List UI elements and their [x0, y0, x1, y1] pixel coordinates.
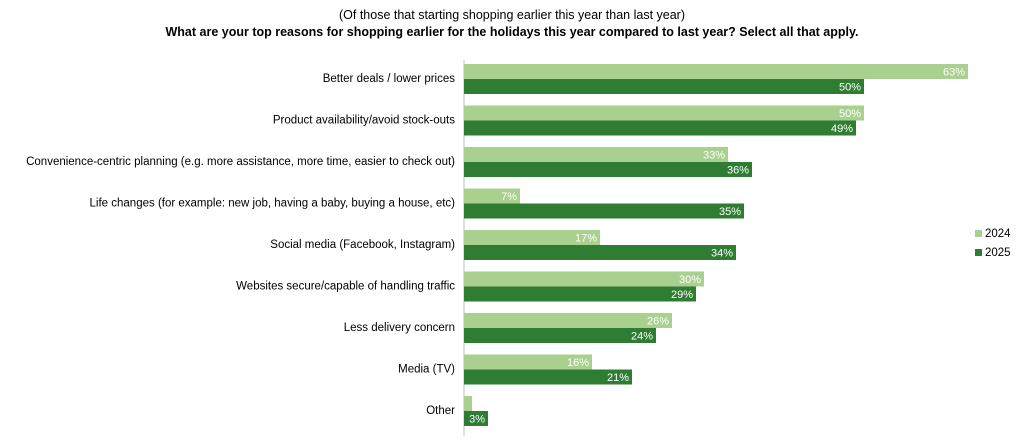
bar-2024 — [464, 147, 728, 162]
category-label: Social media (Facebook, Instagram) — [270, 239, 455, 251]
bar-2024 — [464, 271, 704, 287]
bar-2025 — [464, 328, 656, 343]
legend-item-2025: 2025 — [975, 243, 1011, 262]
bar-2024 — [464, 354, 592, 370]
legend-item-2024: 2024 — [975, 224, 1011, 243]
data-label-2025: 34% — [711, 248, 733, 260]
bar-2024 — [464, 188, 520, 204]
legend-swatch-2024 — [975, 230, 982, 237]
chart-legend: 2024 2025 — [975, 224, 1011, 262]
data-label-2024: 30% — [679, 274, 701, 286]
data-label-2024: 26% — [647, 316, 669, 328]
legend-label-2024: 2024 — [985, 227, 1011, 240]
bar-2024 — [464, 64, 968, 79]
data-label-2024: 17% — [575, 233, 597, 245]
bar-2025 — [464, 79, 864, 94]
category-label: Better deals / lower prices — [323, 73, 456, 85]
category-label: Other — [426, 405, 455, 417]
legend-swatch-2025 — [975, 249, 982, 256]
data-label-2025: 35% — [719, 206, 741, 218]
category-label: Product availability/avoid stock-outs — [273, 115, 455, 127]
bar-2025 — [464, 411, 488, 426]
category-label: Media (TV) — [398, 364, 455, 376]
legend-label-2025: 2025 — [985, 246, 1011, 259]
data-label-2024: 63% — [943, 67, 965, 79]
category-label: Life changes (for example: new job, havi… — [90, 198, 456, 210]
bar-2024 — [464, 396, 472, 411]
data-label-2024: 33% — [703, 150, 725, 162]
bar-2025 — [464, 369, 632, 385]
data-label-2025: 21% — [607, 372, 629, 384]
bar-2024 — [464, 230, 600, 245]
bar-2025 — [464, 245, 736, 260]
data-label-2025: 50% — [839, 82, 861, 94]
data-label-2025: 24% — [631, 331, 653, 343]
category-label: Websites secure/capable of handling traf… — [236, 281, 455, 293]
data-label-2024: 16% — [567, 357, 589, 369]
data-label-2025: 49% — [831, 123, 853, 135]
chart-title: What are your top reasons for shopping e… — [165, 25, 859, 39]
bar-2025 — [464, 203, 744, 219]
bar-2025 — [464, 162, 752, 177]
bar-2025 — [464, 120, 856, 136]
data-label-2024: 50% — [839, 108, 861, 120]
chart-subtitle: (Of those that starting shopping earlier… — [338, 8, 685, 22]
bar-2024 — [464, 105, 864, 121]
bar-2024 — [464, 313, 672, 328]
data-label-2025: 36% — [727, 165, 749, 177]
data-label-2025: 29% — [671, 289, 693, 301]
data-label-2025: 3% — [469, 414, 485, 426]
category-label: Less delivery concern — [344, 322, 455, 334]
bar-2025 — [464, 286, 696, 302]
category-label: Convenience-centric planning (e.g. more … — [26, 156, 455, 168]
data-label-2024: 7% — [501, 191, 517, 203]
